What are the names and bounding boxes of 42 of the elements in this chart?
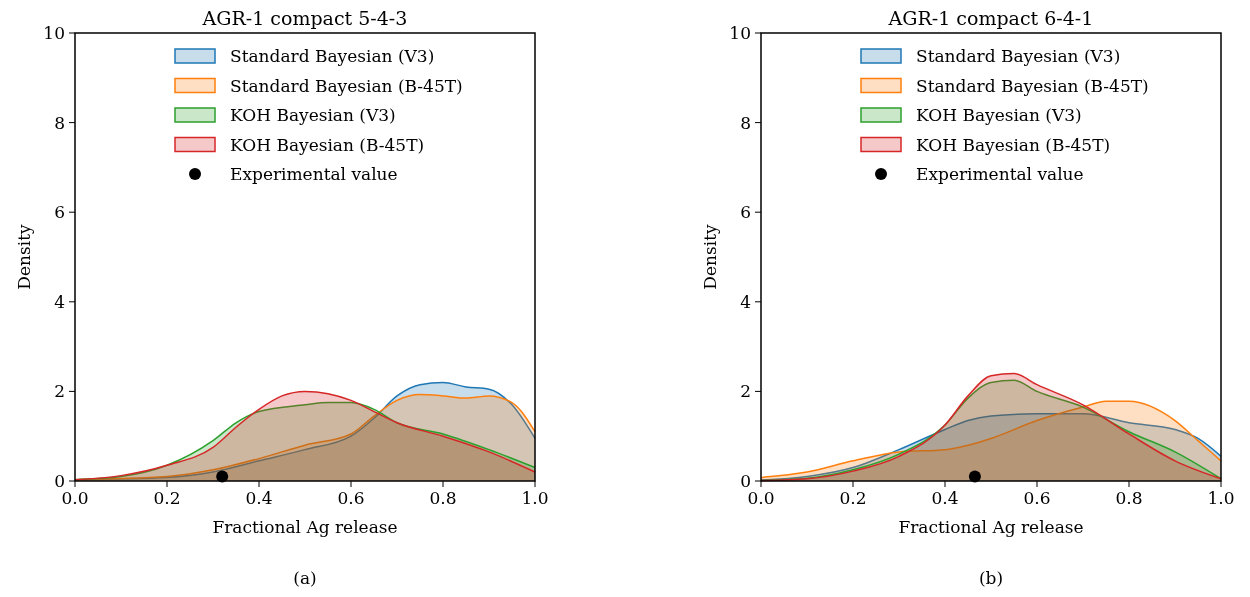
y-axis-title: Density <box>14 223 34 290</box>
x-tick-label: 1.0 <box>521 488 549 508</box>
x-tick-label: 0.4 <box>931 488 959 508</box>
legend-label: KOH Bayesian (V3) <box>916 105 1082 125</box>
y-tick-label: 6 <box>740 202 751 223</box>
legend-label: Standard Bayesian (V3) <box>916 46 1121 66</box>
x-tick-label: 0.2 <box>153 488 181 508</box>
x-tick-label: 1.0 <box>1207 488 1235 508</box>
y-tick-label: 0 <box>54 471 65 491</box>
x-tick-label: 0.0 <box>747 488 775 508</box>
x-tick-label: 0.0 <box>61 488 89 508</box>
x-tick-label: 0.2 <box>839 488 867 508</box>
x-tick-label: 0.6 <box>337 488 365 508</box>
x-axis-title: Fractional Ag release <box>212 517 398 537</box>
y-axis-title: Density <box>700 223 720 290</box>
x-tick-label: 0.8 <box>1115 488 1143 508</box>
legend-label: KOH Bayesian (B-45T) <box>230 134 425 155</box>
legend-label: KOH Bayesian (V3) <box>230 105 396 125</box>
x-tick-label: 0.4 <box>245 488 273 508</box>
legend-label: Standard Bayesian (B-45T) <box>230 75 463 96</box>
legend-label: KOH Bayesian (B-45T) <box>916 134 1111 155</box>
legend-label: Standard Bayesian (B-45T) <box>916 75 1149 96</box>
y-tick-label: 2 <box>740 381 751 402</box>
x-tick-label: 0.8 <box>429 488 457 508</box>
legend-label: Experimental value <box>916 164 1084 184</box>
y-tick-label: 4 <box>54 291 65 312</box>
legend-label: Experimental value <box>230 164 398 184</box>
y-tick-label: 10 <box>43 23 65 43</box>
y-tick-label: 8 <box>54 112 65 133</box>
chart-title: AGR-1 compact 5-4-3 <box>201 7 408 29</box>
text: (b) <box>978 568 1004 588</box>
chart-title: AGR-1 compact 6-4-1 <box>887 7 1094 29</box>
x-tick-label: 0.6 <box>1023 488 1051 508</box>
y-tick-label: 10 <box>729 23 751 43</box>
y-tick-label: 2 <box>54 381 65 402</box>
x-axis-title: Fractional Ag release <box>898 517 1084 537</box>
y-tick-label: 0 <box>740 471 751 491</box>
y-tick-label: 8 <box>740 112 751 133</box>
y-tick-label: 4 <box>740 291 751 312</box>
legend-label: Standard Bayesian (V3) <box>230 46 435 66</box>
text: (a) <box>293 568 317 588</box>
y-tick-label: 6 <box>54 202 65 223</box>
